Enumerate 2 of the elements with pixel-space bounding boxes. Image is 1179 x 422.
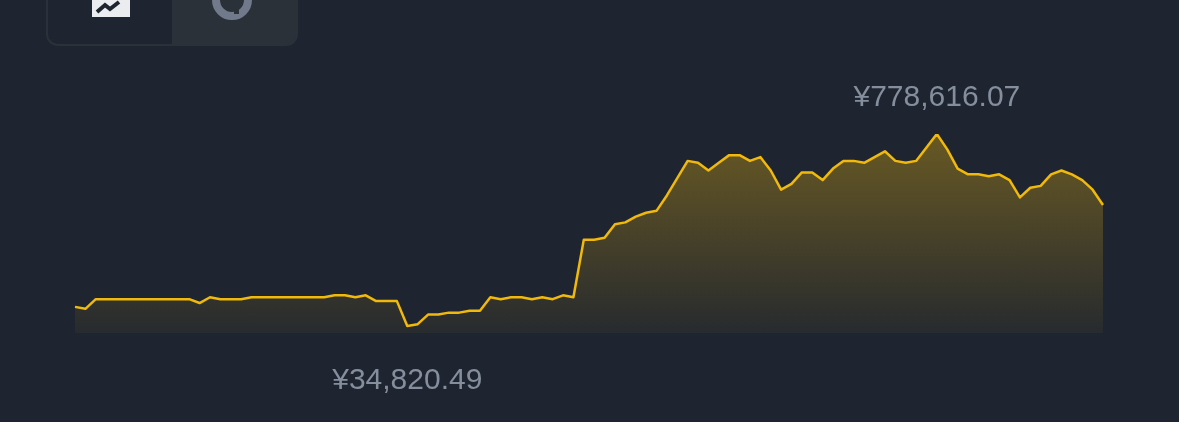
annotation: ¥34,820.49	[331, 362, 483, 396]
annotation: ¥778,616.07	[852, 79, 1021, 113]
